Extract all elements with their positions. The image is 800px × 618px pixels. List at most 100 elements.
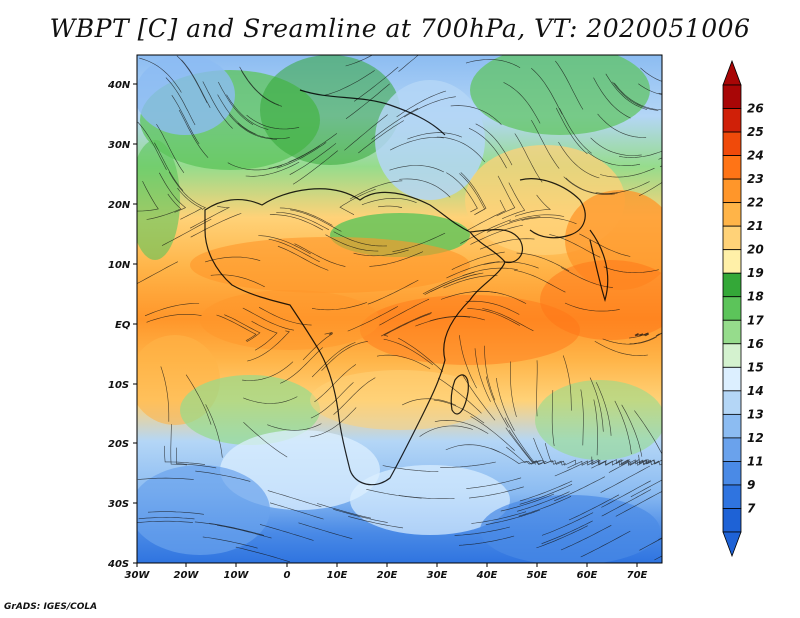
lat-label-40s: 40S [107, 559, 129, 570]
streamline [251, 321, 278, 351]
streamline [415, 316, 471, 327]
streamline [634, 410, 662, 455]
streamline [603, 266, 659, 274]
streamline [486, 216, 541, 233]
colorbar-swatch [722, 390, 742, 415]
streamline [600, 465, 651, 493]
streamline [269, 502, 324, 520]
streamline [258, 235, 311, 255]
streamline [279, 207, 333, 226]
streamline [608, 459, 650, 473]
lat-label-30n: 30N [108, 140, 131, 151]
streamline [436, 136, 486, 163]
lat-label-20n: 20N [108, 200, 131, 211]
streamline [615, 491, 662, 517]
map-title: WBPT [C] and Sreamline at 700hPa, VT: 20… [49, 14, 751, 43]
streamline [154, 142, 184, 191]
streamline [458, 535, 515, 546]
streamline [210, 274, 265, 288]
colorbar-label: 20 [747, 243, 764, 257]
streamline [217, 94, 256, 135]
streamline [137, 520, 193, 523]
streamline [185, 374, 212, 425]
streamline [472, 290, 527, 304]
streamline [445, 444, 500, 453]
streamline [601, 489, 652, 517]
streamline [595, 181, 650, 194]
lat-label-10n: 10N [108, 260, 131, 271]
streamline [294, 243, 346, 267]
colorbar-swatch [722, 508, 742, 533]
streamline [467, 308, 521, 326]
streamline [246, 114, 300, 130]
streamline [333, 231, 387, 247]
lon-label-10e: 10E [327, 570, 348, 581]
streamline [612, 81, 659, 111]
streamline [268, 238, 320, 263]
streamline [361, 197, 417, 206]
colorbar-swatch [722, 202, 742, 227]
streamline [658, 157, 662, 160]
colorbar-label: 19 [747, 266, 764, 280]
streamline [205, 256, 261, 263]
streamline [504, 417, 537, 465]
latitude-axis: 40N 30N 20N 10N EQ 10S 20S 30S 40S [107, 80, 137, 570]
streamline [613, 82, 662, 111]
streamline [551, 390, 555, 447]
streamline [587, 151, 641, 166]
streamline [419, 425, 473, 437]
streamline [471, 511, 527, 524]
streamline [168, 171, 207, 210]
streamline [630, 479, 662, 498]
streamline [403, 96, 456, 118]
streamline [353, 66, 399, 102]
colorbar-swatch [722, 272, 742, 298]
streamline [396, 90, 447, 118]
streamline [544, 443, 577, 466]
colorbar-label: 11 [747, 454, 764, 468]
streamline [510, 361, 517, 417]
streamline [579, 233, 631, 257]
streamline [398, 495, 455, 499]
streamline [276, 212, 330, 231]
streamline [311, 342, 356, 378]
streamline [137, 477, 194, 480]
streamline [629, 332, 650, 339]
streamline [597, 113, 647, 138]
colorbar-swatch [722, 84, 742, 109]
streamline [292, 150, 338, 185]
streamline [602, 336, 657, 345]
streamline [530, 67, 563, 115]
streamline [479, 238, 535, 250]
streamline [146, 314, 202, 323]
streamline [345, 83, 390, 120]
streamline [195, 470, 251, 482]
coastline [204, 89, 609, 486]
streamline [170, 424, 188, 466]
streamline [521, 217, 577, 225]
streamline [446, 172, 478, 213]
streamline [466, 477, 522, 489]
streamline [563, 176, 615, 195]
streamline [138, 517, 195, 520]
streamline [216, 314, 257, 341]
streamline [259, 524, 314, 541]
streamline [514, 194, 551, 217]
streamline [325, 234, 379, 252]
colorbar-swatch [722, 366, 742, 392]
lon-label-20e: 20E [377, 570, 398, 581]
streamline [333, 509, 388, 523]
streamline [247, 330, 290, 362]
streamline [595, 382, 612, 436]
colorbar-swatch [722, 319, 742, 345]
streamline [310, 382, 354, 419]
streamline [164, 445, 206, 465]
streamline [629, 332, 662, 344]
colorbar-label: 24 [747, 149, 764, 163]
colorbar-label: 15 [747, 360, 764, 374]
streamline [269, 214, 324, 231]
colorbar-label: 13 [747, 407, 764, 421]
streamline [659, 165, 662, 168]
streamline [580, 389, 584, 446]
